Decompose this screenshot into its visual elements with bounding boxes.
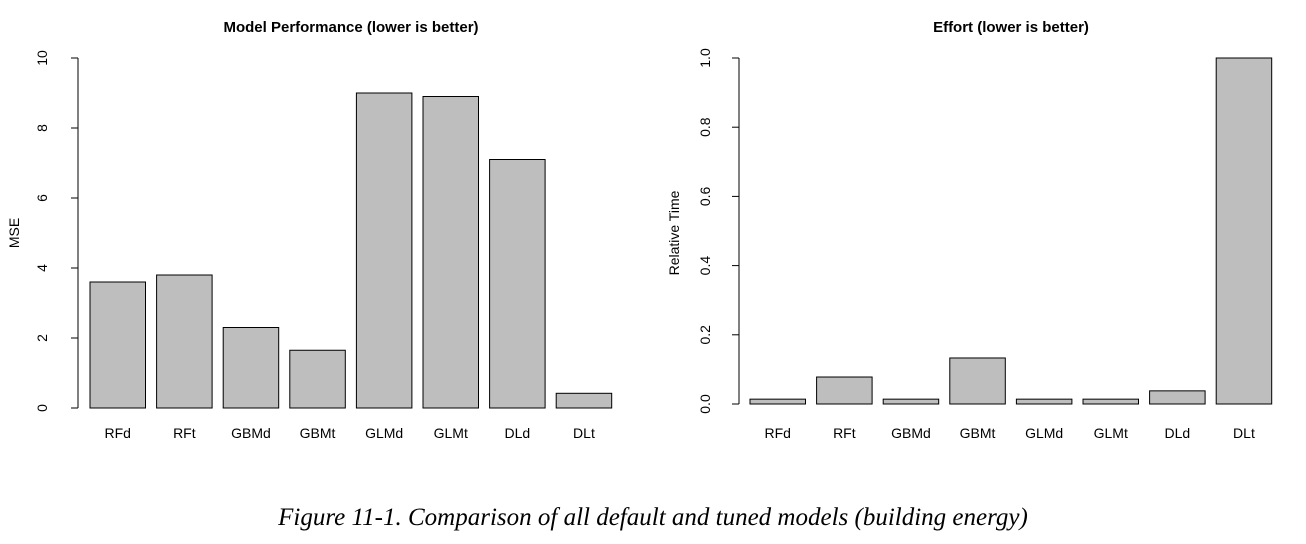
y-tick-label: 1.0 — [697, 48, 713, 68]
x-tick-label: GLMd — [365, 425, 403, 441]
x-tick-label: GLMt — [1094, 425, 1128, 441]
bar-GLMt — [1082, 398, 1139, 405]
bar-GBMt — [289, 349, 346, 409]
chart-title: Effort (lower is better) — [933, 19, 1089, 36]
y-tick-label: 4 — [34, 264, 50, 272]
x-tick-label: GBMt — [960, 425, 996, 441]
x-tick-label: GBMt — [300, 425, 336, 441]
bar-GLMd — [355, 92, 413, 409]
y-tick-label: 0 — [34, 404, 50, 412]
x-tick-label: RFt — [833, 425, 856, 441]
y-tick-label: 2 — [34, 334, 50, 342]
x-tick-label: GLMt — [434, 425, 468, 441]
bar-GBMd — [882, 398, 940, 405]
x-tick-label: DLt — [573, 425, 595, 441]
y-axis-label: MSE — [6, 218, 22, 248]
bar-RFt — [816, 376, 873, 405]
y-tick-label: 0.4 — [697, 256, 713, 276]
bar-GBMd — [222, 327, 280, 409]
x-tick-label: GBMd — [891, 425, 931, 441]
figure-caption: Figure 11-1. Comparison of all default a… — [278, 504, 1028, 531]
y-tick-label: 0.2 — [697, 325, 713, 345]
y-tick-label: 10 — [34, 50, 50, 66]
y-tick-label: 0.6 — [697, 186, 713, 206]
y-tick-label: 6 — [34, 194, 50, 202]
x-tick-label: DLt — [1233, 425, 1255, 441]
bar-RFd — [749, 398, 806, 405]
bar-GLMd — [1015, 398, 1073, 405]
x-tick-label: GBMd — [231, 425, 271, 441]
bar-GLMt — [422, 96, 479, 409]
bar-DLt — [555, 392, 613, 409]
y-axis-label: Relative Time — [666, 190, 682, 275]
x-tick-label: GLMd — [1025, 425, 1063, 441]
bar-RFd — [89, 281, 146, 409]
x-tick-label: DLd — [505, 425, 531, 441]
y-tick-label: 0.8 — [697, 117, 713, 137]
bar-GBMt — [949, 357, 1006, 405]
y-tick-label: 8 — [34, 124, 50, 132]
chart-model-performance: Model Performance (lower is better) MSE 0 2… — [6, 19, 613, 441]
chart-effort: Effort (lower is better) Relative Time 0.0… — [666, 19, 1273, 441]
bar-DLd — [1149, 390, 1206, 405]
bar-RFt — [156, 274, 213, 409]
x-tick-label: RFd — [765, 425, 791, 441]
x-tick-label: DLd — [1165, 425, 1191, 441]
chart-title: Model Performance (lower is better) — [223, 19, 478, 36]
bar-DLd — [489, 159, 546, 409]
x-tick-label: RFt — [173, 425, 196, 441]
y-tick-label: 0.0 — [697, 394, 713, 414]
x-tick-label: RFd — [105, 425, 131, 441]
bar-DLt — [1215, 57, 1273, 405]
